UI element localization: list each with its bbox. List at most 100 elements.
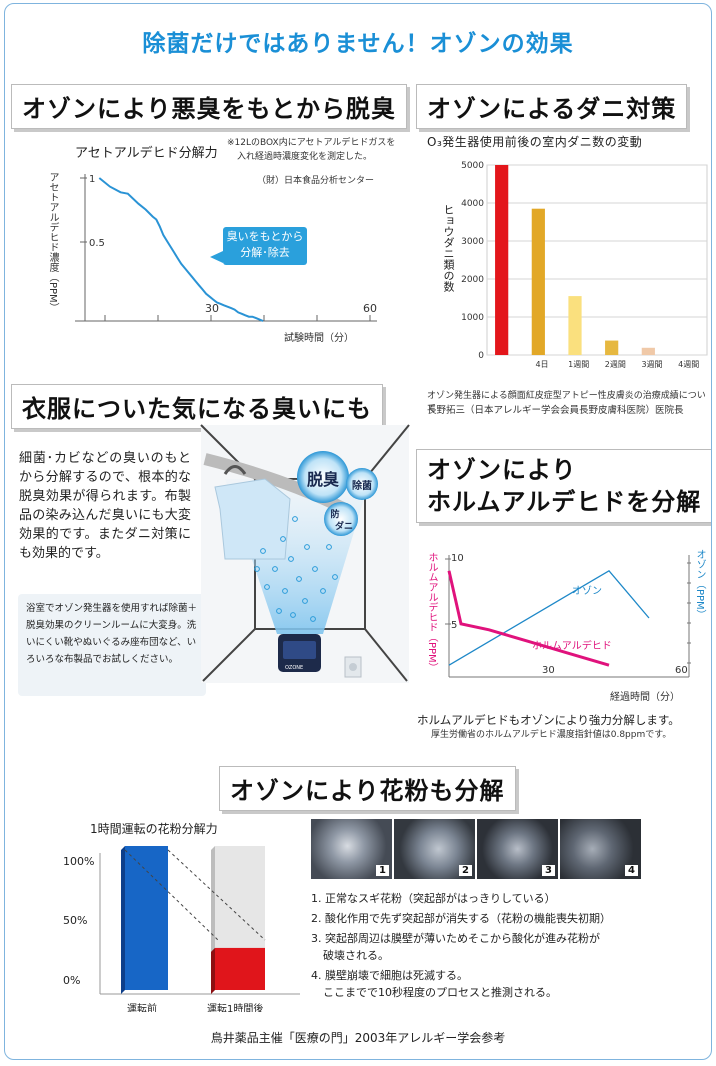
pollen-photo-strip: 1 2 3 4 xyxy=(311,819,641,879)
pollen-stage-item: 2. 酸化作用で先ず突起部が消失する（花粉の機能喪失初期） xyxy=(311,912,611,925)
chart3-left-axis-label: ホルムアルデヒド（PPM） xyxy=(426,552,437,673)
chart1-xtick-label: 30 xyxy=(205,302,219,315)
pollen-stage-item: 1. 正常なスギ花粉（突起部がはっきりしている） xyxy=(311,892,556,905)
chart1-note-line1: ※12LのBOX内にアセトアルデヒドガスを xyxy=(227,138,396,148)
chart3-ytick-label: 5 xyxy=(451,620,457,631)
chart2-title: O₃発生器使用前後の室内ダニ数の変動 xyxy=(427,135,643,149)
chart1-callout-line2: 分解･除去 xyxy=(240,246,290,259)
chart2-ytick-label: 3000 xyxy=(461,237,484,247)
section-heading-formaldehyde: オゾンにより ホルムアルデヒドを分解 xyxy=(416,449,711,523)
chart2-bar xyxy=(641,347,655,355)
chart3-right-axis-label: オゾン（PPM） xyxy=(694,549,705,620)
chart2-bar xyxy=(568,296,582,355)
pollen-photo-4: 4 xyxy=(560,819,641,879)
ozone-particle xyxy=(302,598,308,604)
ozone-generator-panel xyxy=(283,641,316,659)
ozone-particle xyxy=(276,608,282,614)
ozone-particle xyxy=(272,566,278,572)
pollen-photo-number: 1 xyxy=(376,865,389,876)
chart3-xtick-label: 60 xyxy=(675,665,688,676)
chart2-category-label: 4週間 xyxy=(678,360,699,369)
room-edge xyxy=(364,628,408,682)
chart1-xlabel: 試験時間（分） xyxy=(284,333,354,344)
chart2-bar xyxy=(605,340,619,355)
chart4-bar-side xyxy=(121,846,125,994)
chart4-category-label: 運転1時間後 xyxy=(207,1002,263,1012)
chart1-source: （財）日本食品分析センター xyxy=(257,176,375,186)
section-heading-clothes: 衣服についた気になる臭いにも xyxy=(11,384,383,429)
pollen-stage-item: 3. 突起部周辺は膜壁が薄いためそこから酸化が進み花粉が xyxy=(311,932,600,945)
ozone-generator-label: OZONE xyxy=(285,665,303,671)
ozone-particle xyxy=(332,574,338,580)
section-heading-formaldehyde-line1: オゾンにより xyxy=(427,456,577,484)
pollen-photo-number: 2 xyxy=(459,865,472,876)
section-heading-deodor: オゾンにより悪臭をもとから脱臭 xyxy=(11,84,408,129)
chart2-caption-line2: 長野拓三（日本アレルギー学会会員長野皮膚科医院）医院長 xyxy=(427,405,684,416)
chart2-category-label: 3週間 xyxy=(641,360,662,369)
chart4-ytick-label: 50% xyxy=(63,914,87,927)
shirt-illustration xyxy=(214,478,291,560)
ozone-particle xyxy=(264,584,270,590)
bubble-sterilize xyxy=(346,468,378,500)
hanger-rod xyxy=(203,453,348,515)
pollen-stage-item: 4. 膜壁崩壊で細胞は死滅する。 xyxy=(311,969,468,982)
ozone-particle xyxy=(292,516,298,522)
chart3-xtick-label: 30 xyxy=(542,665,555,676)
pollen-photo-number: 3 xyxy=(542,865,555,876)
chart1-ytick-label: 1 xyxy=(89,174,95,185)
bubble-mite xyxy=(324,502,358,536)
ozone-particle xyxy=(326,544,332,550)
main-title: 除菌だけではありません！オゾンの効果 xyxy=(142,31,574,57)
chart2-bar xyxy=(495,165,509,355)
ozone-particle xyxy=(254,566,260,572)
ozone-particle xyxy=(296,576,302,582)
chart2-ylabel: ヒョウダニ類の数 xyxy=(442,204,455,292)
room-edge xyxy=(364,424,410,480)
chart1-note-line2: 入れ経過時濃度変化を測定した。 xyxy=(237,152,373,162)
chart4-ytick-label: 100% xyxy=(63,855,94,868)
footer-source: 鳥井薬品主催「医療の門」2003年アレルギー学会参考 xyxy=(210,1031,506,1045)
flyer-page: 除菌だけではありません！オゾンの効果 オゾンにより悪臭をもとから脱臭 アセトアル… xyxy=(4,3,712,1060)
chart1-ytick-label: 0.5 xyxy=(89,238,105,249)
ozone-particle xyxy=(260,548,266,554)
chart4-svg: 100% 50% 0% 運転前 運転1時間後 xyxy=(63,846,300,1012)
pollen-photo-1: 1 xyxy=(311,819,394,879)
ozone-particle xyxy=(320,588,326,594)
chart3-caption-line2: 厚生労働省のホルムアルデヒド濃度指針値は0.8ppmです。 xyxy=(431,730,672,740)
chart4-dashed-line xyxy=(167,849,266,941)
chart2-ytick-label: 4000 xyxy=(461,199,484,209)
chart3-ytick-label: 10 xyxy=(451,553,464,564)
chart1-callout-line1: 臭いをもとから xyxy=(226,230,304,243)
chart4-title: 1時間運転の花粉分解力 xyxy=(90,822,218,836)
chart2-category-label: 1週間 xyxy=(568,360,589,369)
clothes-body-text: 細菌･カビなどの臭いのもとから分解するので、根本的な脱臭効果が得られます。布製品… xyxy=(19,451,191,561)
chart3-series-ozone xyxy=(448,569,650,666)
chart2-svg: 0 1000 2000 3000 4000 5000 4日 1週間 2週間 3週間 4週間 xyxy=(461,161,708,369)
chart1-title: アセトアルデヒド分解力 xyxy=(75,146,218,161)
room-illustration: OZONE 脱臭 除菌 防 ダニ xyxy=(200,424,410,683)
chart2-category-label: 4日 xyxy=(535,360,548,369)
clothes-note-box: 浴室でオゾン発生器を使用すれば除菌＋脱臭効果のクリーンルームに大変身。洗いにくい… xyxy=(18,594,206,696)
bubble-sterilize-label: 除菌 xyxy=(352,479,372,492)
chart2-ytick-label: 2000 xyxy=(461,275,484,285)
ozone-particle xyxy=(304,544,310,550)
chart3-caption-line1: ホルムアルデヒドもオゾンにより強力分解します。 xyxy=(417,713,680,727)
room-edge xyxy=(202,628,256,682)
chart1-series-line xyxy=(98,177,264,322)
chart3-legend-ozone: オゾン xyxy=(572,585,602,597)
chart3-svg: 10 5 30 60 オゾン ホルムアルデヒド xyxy=(445,553,691,678)
ozone-particle xyxy=(290,612,296,618)
ozone-particle xyxy=(310,616,316,622)
chart2-ytick-label: 0 xyxy=(478,351,484,361)
ozone-particle xyxy=(282,588,288,594)
bubble-mite-label-1: 防 xyxy=(330,508,339,520)
pollen-stage-list: 1. 正常なスギ花粉（突起部がはっきりしている） 2. 酸化作用で先ず突起部が消… xyxy=(311,890,611,1001)
chart2-caption-line1: オゾン発生器による顔面紅皮症型アトピー性皮膚炎の治療成績について xyxy=(427,391,706,414)
chart2-plot-area xyxy=(486,164,708,356)
chart1-callout-pointer xyxy=(210,251,223,263)
ozone-particle xyxy=(312,566,318,572)
bubble-mite-label-2: ダニ xyxy=(335,520,353,532)
chart1-ylabel: アセトアルデヒド濃度（PPM） xyxy=(47,172,58,313)
section-heading-pollen: オゾンにより花粉も分解 xyxy=(219,766,516,811)
chart1-callout: 臭いをもとから 分解･除去 xyxy=(223,227,307,265)
